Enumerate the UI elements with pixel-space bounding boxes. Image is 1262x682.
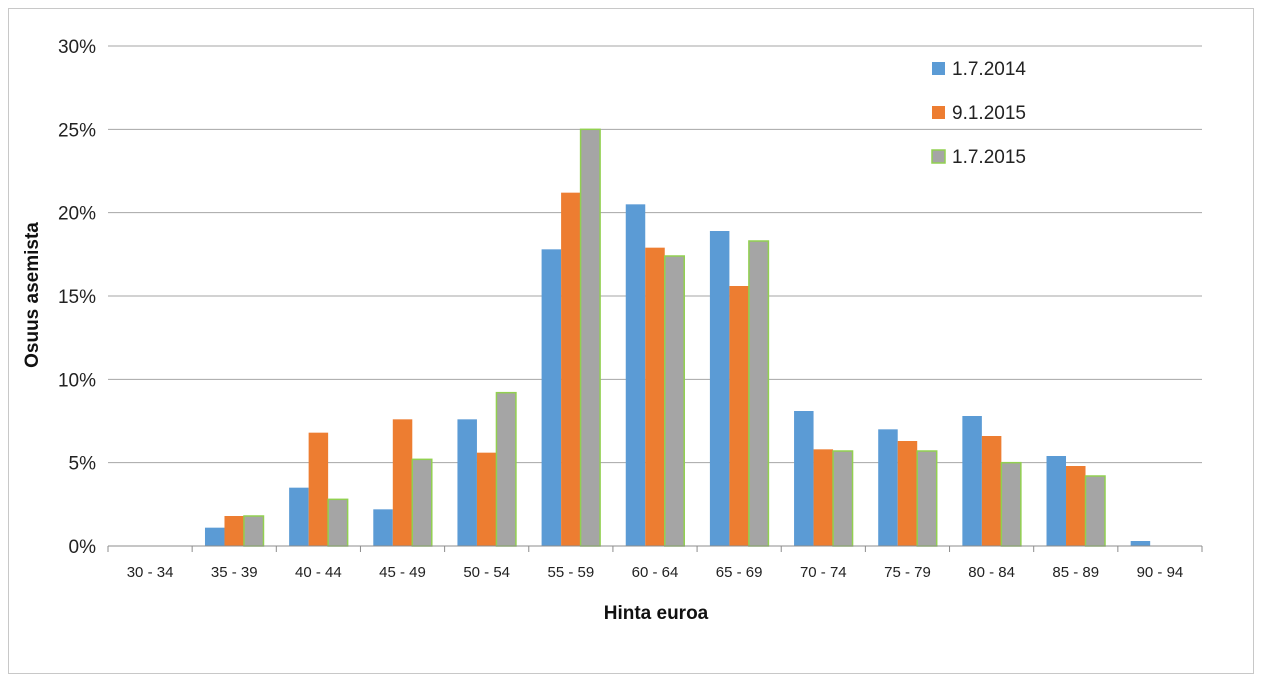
x-tick-label: 70 - 74 (800, 564, 847, 581)
bar (813, 449, 834, 546)
bar (579, 128, 601, 547)
bar (1066, 466, 1086, 546)
y-tick-label: 20% (58, 204, 96, 225)
y-tick-label: 30% (58, 37, 96, 58)
bar (204, 527, 225, 546)
y-tick-label: 10% (58, 370, 96, 391)
bar (625, 204, 646, 547)
bars (204, 128, 1151, 547)
x-tick-label: 85 - 89 (1052, 564, 1099, 581)
x-tick-label: 30 - 34 (127, 564, 174, 581)
y-tick-label: 5% (69, 454, 97, 475)
bar (1084, 475, 1106, 547)
x-axis-ticks: 30 - 34 35 - 39 40 - 44 45 - 49 50 - 54 55 - … (127, 564, 1184, 581)
legend-swatch (932, 106, 945, 119)
x-tick-label: 35 - 39 (211, 564, 258, 581)
x-tick-label: 90 - 94 (1137, 564, 1184, 581)
bar (373, 509, 393, 546)
legend-swatch (932, 62, 945, 75)
bar (897, 441, 918, 546)
legend-swatch (931, 149, 946, 164)
bar (308, 432, 329, 546)
bar (243, 515, 265, 547)
legend: 1.7.2014 9.1.2015 1.7.2015 (931, 59, 1026, 168)
legend-label: 9.1.2015 (952, 103, 1026, 124)
bar (1000, 461, 1022, 547)
x-tick-label: 65 - 69 (716, 564, 763, 581)
bar (709, 231, 730, 546)
bar (645, 247, 665, 546)
legend-label: 1.7.2014 (952, 59, 1026, 80)
x-tick-label: 55 - 59 (547, 564, 594, 581)
x-tick-label: 75 - 79 (884, 564, 931, 581)
y-axis-ticks: 0% 5% 10% 15% 20% 25% 30% (58, 37, 96, 558)
y-tick-label: 0% (69, 537, 97, 558)
y-axis-title: Osuus asemista (22, 222, 43, 368)
x-axis (107, 545, 1203, 552)
x-tick-label: 60 - 64 (632, 564, 679, 581)
bar (981, 436, 1002, 546)
bar (457, 419, 477, 546)
bar (1046, 456, 1067, 546)
x-tick-label: 40 - 44 (295, 564, 342, 581)
bar (327, 498, 349, 547)
x-tick-label: 80 - 84 (968, 564, 1015, 581)
x-tick-label: 45 - 49 (379, 564, 426, 581)
x-tick-label: 50 - 54 (463, 564, 510, 581)
bar (729, 286, 749, 546)
y-tick-label: 15% (58, 287, 96, 308)
bar (748, 240, 770, 547)
bar (541, 249, 562, 547)
bar (962, 416, 982, 546)
bar (476, 452, 497, 546)
bar (794, 411, 814, 546)
bar (878, 429, 898, 546)
legend-label: 1.7.2015 (952, 147, 1026, 168)
bar (664, 255, 685, 547)
bar (495, 391, 517, 547)
bar (411, 458, 433, 547)
bar (392, 419, 413, 546)
bar (832, 450, 854, 547)
bar (561, 192, 581, 546)
bar (224, 516, 244, 546)
x-axis-title: Hinta euroa (604, 603, 709, 624)
bar (1130, 541, 1151, 546)
bar (289, 487, 309, 546)
y-tick-label: 25% (58, 120, 96, 141)
bar (916, 450, 938, 547)
